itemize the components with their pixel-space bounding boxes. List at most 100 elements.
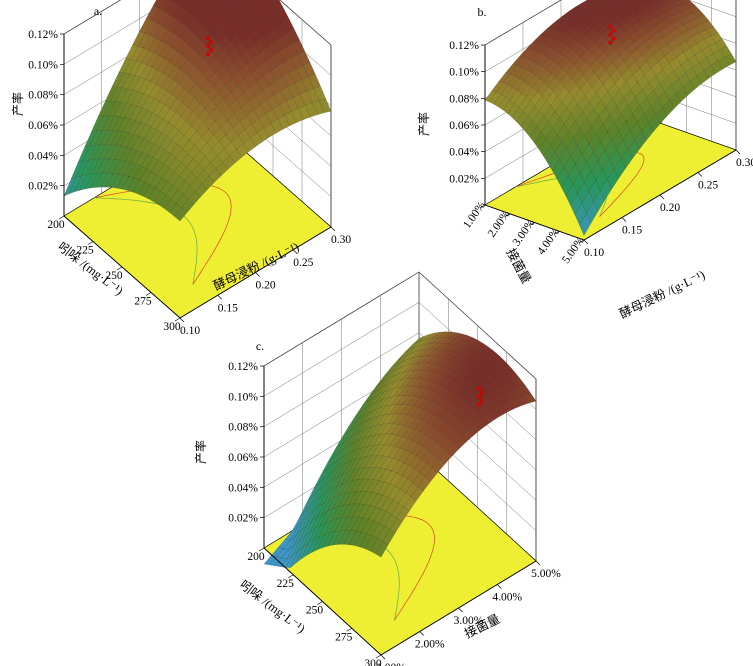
z-tick-label: 0.10% bbox=[449, 67, 479, 79]
right-axis-tick-label: 0.20 bbox=[255, 280, 275, 292]
response-surface bbox=[484, 0, 737, 236]
right-axis-title: 酵母浸粉 /(g·L⁻¹) bbox=[617, 267, 707, 321]
right-axis-tick bbox=[659, 194, 665, 200]
left-axis-title: 吲哚 /(mg·L⁻¹) bbox=[237, 578, 308, 636]
right-axis-tick-label: 0.20 bbox=[660, 202, 680, 214]
design-point bbox=[480, 398, 485, 403]
panel-c: c. 0.02% 0.04% 0.06% 0.08% 0.10% 0.12% 产率 200 225… bbox=[193, 271, 561, 666]
z-axis-title: 产率 bbox=[193, 440, 208, 464]
z-tick-label: 0.12% bbox=[228, 361, 258, 373]
right-axis-tick-label: 0.25 bbox=[293, 257, 313, 269]
left-axis-tick bbox=[87, 241, 94, 245]
left-axis-tick-label: 250 bbox=[306, 605, 324, 617]
response-surface bbox=[263, 331, 537, 568]
right-axis-tick-label: 0.10 bbox=[180, 325, 200, 337]
z-tick-label: 0.10% bbox=[28, 59, 58, 71]
right-axis-tick bbox=[217, 295, 222, 300]
surface-patch bbox=[208, 0, 213, 3]
left-axis-tick bbox=[375, 654, 382, 659]
z-tick-label: 0.06% bbox=[28, 120, 58, 132]
z-tick-label: 0.04% bbox=[28, 150, 58, 162]
right-axis-tick bbox=[497, 584, 502, 589]
right-axis-tick-label: 0.25 bbox=[698, 180, 718, 192]
design-point bbox=[206, 36, 211, 41]
surface-patch bbox=[191, 0, 195, 2]
design-point bbox=[608, 24, 613, 29]
panel-a: a. 0.02% 0.04% 0.06% 0.08% 0.10% 0.12% 产率 200 225… bbox=[10, 0, 351, 337]
z-tick-label: 0.06% bbox=[228, 452, 258, 464]
left-axis-tick bbox=[145, 292, 152, 296]
right-axis-tick-label: 3.00% bbox=[454, 615, 484, 627]
design-point bbox=[209, 40, 214, 45]
left-axis-tick bbox=[554, 230, 560, 235]
z-tick-label: 0.08% bbox=[449, 93, 479, 105]
design-point bbox=[608, 40, 613, 45]
right-axis-tick bbox=[697, 172, 703, 177]
design-point bbox=[477, 402, 482, 407]
z-tick-label: 0.04% bbox=[449, 147, 479, 159]
left-axis-tick-label: 300 bbox=[163, 321, 181, 333]
z-tick-label: 0.06% bbox=[449, 120, 479, 132]
design-point bbox=[206, 52, 211, 57]
panel-b: b. 0.02% 0.04% 0.06% 0.08% 0.10% 0.12% 产率 1.00%2… bbox=[416, 0, 753, 321]
right-axis-tick bbox=[293, 249, 298, 254]
left-axis-tick bbox=[529, 222, 535, 226]
panel-label: b. bbox=[478, 5, 487, 19]
right-axis-tick-label: 0.15 bbox=[218, 302, 238, 314]
surface-patch bbox=[174, 207, 188, 222]
z-gridline bbox=[63, 0, 332, 46]
left-axis-tick-label: 225 bbox=[76, 245, 94, 257]
design-point bbox=[209, 48, 214, 53]
left-axis-tick bbox=[258, 547, 265, 552]
right-axis-tick-label: 0.30 bbox=[331, 234, 351, 246]
left-axis-tick-label: 250 bbox=[105, 270, 123, 282]
right-axis-tick bbox=[255, 272, 260, 277]
design-point bbox=[477, 386, 482, 391]
panel-label: a. bbox=[94, 4, 102, 18]
design-point bbox=[611, 36, 616, 41]
floor-contour bbox=[94, 197, 198, 285]
right-axis-tick bbox=[380, 654, 386, 660]
z-tick-label: 0.02% bbox=[28, 181, 58, 193]
panel-label: c. bbox=[256, 339, 264, 353]
right-axis-tick bbox=[583, 239, 589, 245]
right-axis-tick-label: 4.00% bbox=[492, 592, 522, 604]
left-axis-tick bbox=[174, 317, 181, 322]
left-axis-tick bbox=[504, 213, 510, 218]
z-tick-label: 0.02% bbox=[228, 513, 258, 525]
right-axis-tick bbox=[621, 217, 627, 222]
left-axis-tick bbox=[346, 627, 352, 632]
left-axis-tick-label: 1.00% bbox=[461, 199, 488, 231]
right-axis-tick bbox=[458, 607, 463, 613]
left-axis-tick-label: 200 bbox=[247, 551, 265, 563]
left-axis-tick bbox=[578, 239, 585, 244]
z-tick-label: 0.12% bbox=[28, 29, 58, 41]
left-axis-tick-label: 225 bbox=[277, 578, 295, 590]
surface-patch bbox=[579, 212, 592, 236]
left-axis-tick-label: 200 bbox=[47, 219, 65, 231]
z-gridline bbox=[484, 0, 562, 46]
design-point bbox=[611, 28, 616, 33]
response-surface bbox=[63, 0, 332, 222]
left-axis-tick bbox=[288, 574, 294, 579]
z-tick-label: 0.08% bbox=[228, 422, 258, 434]
z-tick-label: 0.10% bbox=[228, 391, 258, 403]
left-axis-tick bbox=[116, 266, 123, 271]
right-axis-tick-label: 0.10 bbox=[584, 247, 604, 259]
design-point bbox=[206, 44, 211, 49]
design-point bbox=[608, 32, 613, 37]
surface-patch bbox=[375, 541, 389, 558]
right-axis-tick bbox=[535, 560, 541, 566]
design-point bbox=[477, 394, 482, 399]
z-axis-title: 产率 bbox=[10, 92, 25, 116]
design-point bbox=[480, 390, 485, 395]
left-axis-tick-label: 300 bbox=[364, 658, 382, 666]
left-axis-tick-label: 275 bbox=[335, 631, 353, 643]
z-tick-label: 0.12% bbox=[449, 40, 479, 52]
left-axis-tick-label: 3.00% bbox=[511, 217, 538, 249]
right-axis-tick-label: 0.15 bbox=[622, 225, 642, 237]
z-axis-title: 产率 bbox=[416, 112, 431, 136]
z-tick-label: 0.04% bbox=[228, 482, 258, 494]
right-axis-tick bbox=[735, 149, 741, 155]
